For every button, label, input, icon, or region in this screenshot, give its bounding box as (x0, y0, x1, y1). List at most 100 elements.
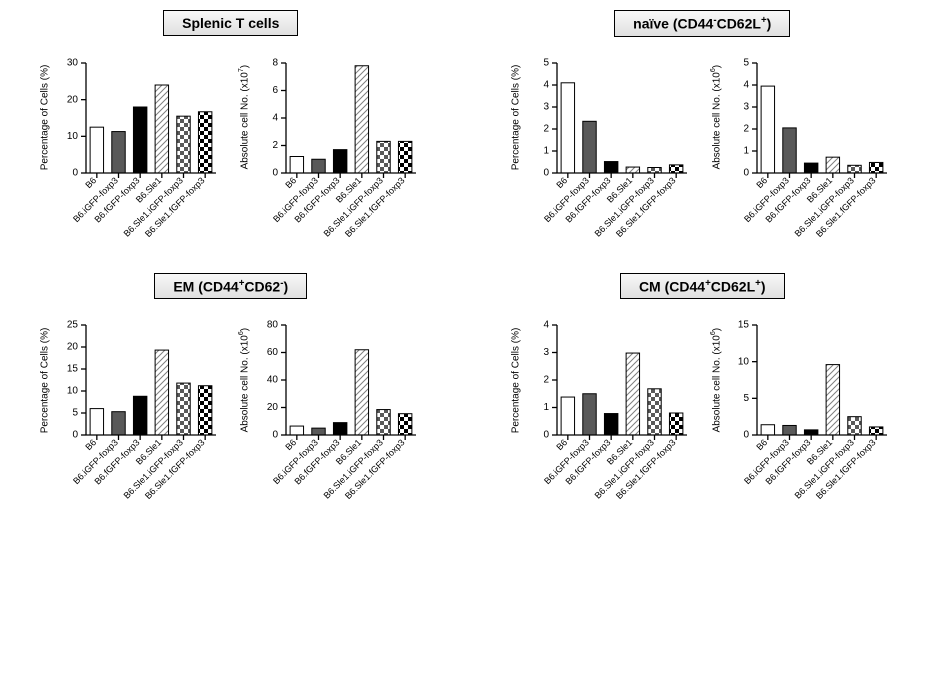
y-tick-label: 5 (744, 57, 750, 68)
bar (783, 426, 796, 436)
y-axis-label: Absolute cell No. (x107) (236, 63, 254, 173)
y-tick-label: 3 (744, 101, 750, 112)
section-title-box: naïve (CD44-CD62L+) (614, 10, 790, 37)
chart-pair: Percentage of Cells (%) 0510152025B6B6.i… (10, 317, 452, 525)
bar (761, 425, 774, 435)
y-tick-label: 0 (744, 430, 750, 441)
bar (377, 141, 390, 173)
chart-container: Absolute cell No. (x106) 051015B6B6.iGFP… (707, 317, 897, 525)
y-tick-label: 80 (267, 320, 279, 331)
x-tick-label: B6 (283, 175, 298, 190)
bar (561, 397, 574, 435)
bar (870, 162, 883, 173)
bar (312, 159, 325, 173)
y-axis-label: Absolute cell No. (x106) (707, 325, 725, 435)
bar (177, 116, 190, 173)
bar (155, 85, 168, 173)
bar (198, 111, 211, 172)
chart-container: Absolute cell No. (x107) 02468B6B6.iGFP-… (236, 55, 426, 263)
y-axis-label: Percentage of Cells (%) (36, 63, 54, 173)
y-tick-label: 15 (738, 320, 750, 331)
bar-chart: 012345B6B6.iGFP-foxp3B6.fGFP-foxp3B6.Sle… (507, 55, 697, 263)
bar (648, 167, 661, 173)
y-tick-label: 30 (67, 57, 79, 68)
y-tick-label: 0 (544, 167, 550, 178)
y-tick-label: 15 (67, 364, 79, 375)
y-tick-label: 20 (267, 402, 279, 413)
chart-container: Percentage of Cells (%) 01234B6B6.iGFP-f… (507, 317, 697, 525)
bar (355, 350, 368, 435)
chart-pair: Percentage of Cells (%) 01234B6B6.iGFP-f… (482, 317, 924, 525)
y-tick-label: 25 (67, 320, 79, 331)
section-title: Splenic T cells (163, 10, 298, 37)
bar (583, 394, 596, 435)
bar (826, 365, 839, 435)
y-tick-label: 10 (67, 131, 79, 142)
y-tick-label: 4 (272, 112, 278, 123)
y-tick-label: 0 (272, 167, 278, 178)
y-tick-label: 3 (544, 101, 550, 112)
bar (670, 165, 683, 173)
bar (90, 409, 103, 435)
bar (626, 353, 639, 435)
y-tick-label: 10 (67, 386, 79, 397)
section-title-box: Splenic T cells (163, 10, 298, 36)
y-tick-label: 6 (272, 85, 278, 96)
bar (312, 428, 325, 435)
section-title: EM (CD44+CD62-) (154, 273, 307, 300)
y-tick-label: 3 (544, 347, 550, 358)
chart-pair: Percentage of Cells (%) 012345B6B6.iGFP-… (482, 55, 924, 263)
bar (290, 156, 303, 173)
bar-chart: 0102030B6B6.iGFP-foxp3B6.fGFP-foxp3B6.Sl… (36, 55, 226, 263)
y-tick-label: 0 (72, 430, 78, 441)
y-tick-label: 60 (267, 347, 279, 358)
y-tick-label: 2 (544, 123, 550, 134)
chart-container: Absolute cell No. (x106) 020406080B6B6.i… (236, 317, 426, 525)
bar-chart: 0510152025B6B6.iGFP-foxp3B6.fGFP-foxp3B6… (36, 317, 226, 525)
y-tick-label: 0 (744, 167, 750, 178)
y-tick-label: 4 (744, 79, 750, 90)
bar (561, 82, 574, 172)
section-title: CM (CD44+CD62L+) (620, 273, 785, 300)
bar (333, 149, 346, 172)
chart-container: Percentage of Cells (%) 0102030B6B6.iGFP… (36, 55, 226, 263)
bar (333, 423, 346, 435)
bar-chart: 02468B6B6.iGFP-foxp3B6.fGFP-foxp3B6.Sle1… (236, 55, 426, 263)
section-title-box: CM (CD44+CD62L+) (620, 273, 785, 300)
bar (155, 350, 168, 435)
x-tick-label: B6 (283, 438, 298, 453)
bar (805, 163, 818, 173)
y-tick-label: 1 (544, 145, 550, 156)
bar (626, 167, 639, 173)
x-tick-label: B6 (755, 175, 770, 190)
bar (783, 128, 796, 173)
bar (826, 157, 839, 173)
y-tick-label: 4 (544, 79, 550, 90)
y-tick-label: 5 (744, 393, 750, 404)
chart-container: Absolute cell No. (x106) 012345B6B6.iGFP… (707, 55, 897, 263)
y-axis-label: Percentage of Cells (%) (507, 325, 525, 435)
section-title: naïve (CD44-CD62L+) (614, 10, 790, 37)
bar (198, 386, 211, 435)
y-axis-label: Absolute cell No. (x106) (707, 63, 725, 173)
bar (848, 165, 861, 173)
y-tick-label: 10 (738, 357, 750, 368)
y-tick-label: 1 (544, 402, 550, 413)
y-tick-label: 8 (272, 57, 278, 68)
bar (761, 86, 774, 173)
y-tick-label: 40 (267, 375, 279, 386)
y-tick-label: 1 (744, 145, 750, 156)
bar (583, 121, 596, 173)
bar (290, 426, 303, 435)
bar (177, 383, 190, 435)
bar (398, 141, 411, 173)
bar-chart: 051015B6B6.iGFP-foxp3B6.fGFP-foxp3B6.Sle… (707, 317, 897, 525)
x-tick-label: B6 (555, 175, 570, 190)
bar (398, 414, 411, 435)
y-tick-label: 4 (544, 320, 550, 331)
x-tick-label: B6 (755, 438, 770, 453)
y-tick-label: 20 (67, 342, 79, 353)
bar (355, 65, 368, 172)
bar-chart: 012345B6B6.iGFP-foxp3B6.fGFP-foxp3B6.Sle… (707, 55, 897, 263)
bar (870, 427, 883, 435)
